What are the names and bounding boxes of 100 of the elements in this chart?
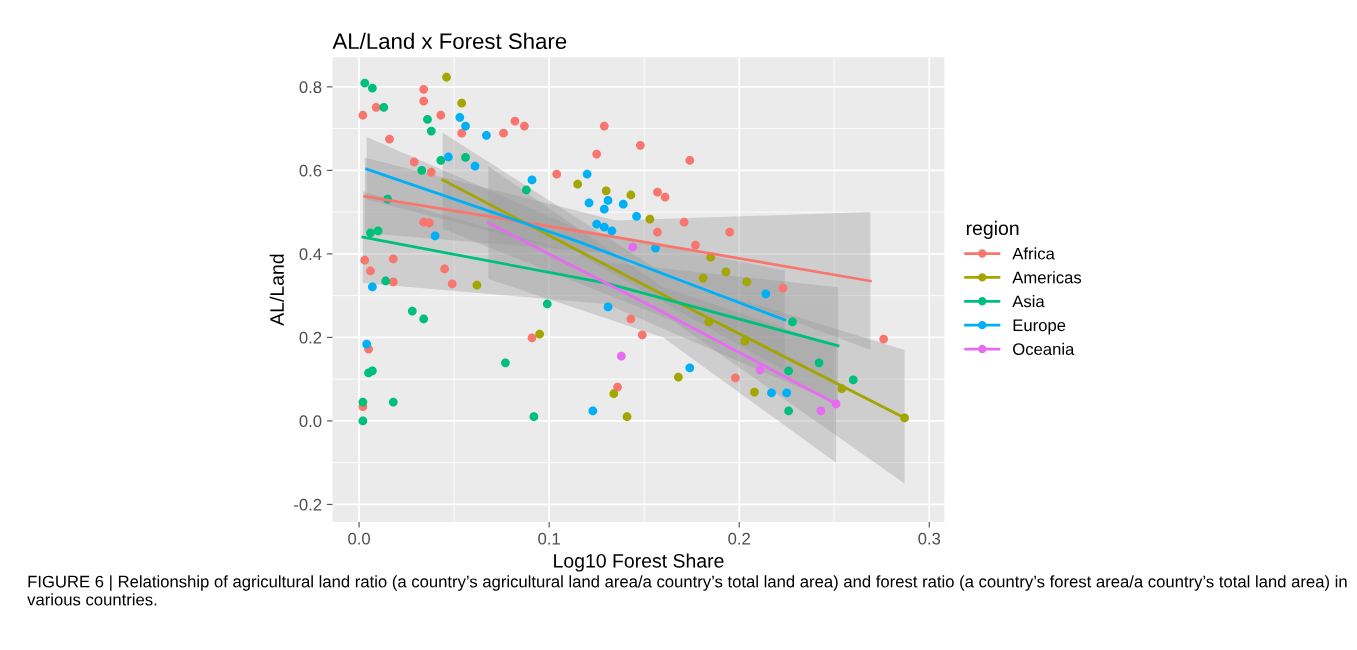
point <box>609 389 619 399</box>
point <box>660 192 670 202</box>
point <box>455 112 465 122</box>
point <box>457 128 467 138</box>
point <box>761 289 771 299</box>
point <box>721 267 731 277</box>
point <box>436 155 446 165</box>
point <box>673 372 683 382</box>
point <box>419 96 429 106</box>
point <box>601 186 611 196</box>
point <box>628 242 638 252</box>
x-tick-label: 0.1 <box>538 532 560 545</box>
x-axis-title: Log10 Forest Share <box>554 553 724 572</box>
point <box>816 406 826 416</box>
point <box>603 196 613 205</box>
point <box>430 231 440 241</box>
point <box>527 175 537 185</box>
point <box>373 226 383 236</box>
point <box>599 121 609 131</box>
point <box>635 140 645 150</box>
point <box>371 102 381 112</box>
point <box>461 121 470 131</box>
point <box>366 228 375 238</box>
point <box>613 382 622 392</box>
point <box>407 306 417 316</box>
point <box>385 134 394 144</box>
point <box>637 330 647 340</box>
point <box>358 397 368 407</box>
point <box>472 280 482 290</box>
point <box>782 388 792 398</box>
point <box>552 169 562 179</box>
point <box>691 240 700 250</box>
point <box>425 218 434 228</box>
point <box>879 334 889 344</box>
point <box>529 412 539 422</box>
point <box>379 102 389 112</box>
y-tick-label: 0.4 <box>299 248 322 261</box>
point <box>444 152 453 162</box>
point <box>750 387 759 397</box>
point <box>599 222 609 232</box>
point <box>653 227 662 237</box>
point <box>419 84 429 94</box>
point <box>632 211 641 221</box>
point <box>388 277 398 287</box>
point <box>616 351 626 361</box>
point <box>482 130 491 140</box>
point <box>698 273 708 283</box>
y-tick-label: -0.2 <box>294 498 322 511</box>
point <box>755 365 765 375</box>
point <box>626 314 636 324</box>
point <box>742 277 752 287</box>
point <box>440 264 449 274</box>
point <box>653 187 662 197</box>
point <box>360 78 370 88</box>
point <box>725 227 735 237</box>
point <box>388 397 398 407</box>
y-axis-title: AL/Land <box>269 254 284 326</box>
point <box>381 276 391 286</box>
point <box>542 299 552 309</box>
point <box>436 110 446 120</box>
point <box>470 161 480 171</box>
point <box>592 149 602 159</box>
point <box>501 358 510 368</box>
legend-label: Oceania <box>1013 342 1075 356</box>
point <box>588 406 598 416</box>
point <box>778 283 788 293</box>
point <box>622 412 632 422</box>
point <box>626 190 636 200</box>
point <box>584 198 594 208</box>
point <box>731 373 740 383</box>
y-tick-label: 0.8 <box>299 81 322 94</box>
y-tick-label: 0.6 <box>299 164 322 177</box>
point <box>521 185 531 195</box>
point <box>426 126 436 136</box>
point <box>784 406 794 416</box>
point <box>685 363 695 373</box>
y-tick-label: 0.0 <box>299 415 322 428</box>
point <box>767 388 776 398</box>
point <box>510 116 520 126</box>
point <box>367 83 377 93</box>
point <box>388 254 398 264</box>
point <box>419 314 429 324</box>
x-tick-label: 0.0 <box>348 532 371 545</box>
point <box>409 157 419 167</box>
point <box>645 214 655 224</box>
legend-title: region <box>966 220 1019 239</box>
legend-label: Africa <box>1012 247 1055 260</box>
point <box>784 366 794 376</box>
point <box>417 165 427 175</box>
legend-label: Asia <box>1012 295 1045 308</box>
point <box>362 339 372 349</box>
chart-title: AL/Land x Forest Share <box>332 32 567 50</box>
point <box>592 219 602 229</box>
point <box>607 226 617 236</box>
point <box>457 98 467 108</box>
point <box>520 121 529 131</box>
point <box>582 169 592 179</box>
point <box>499 128 508 138</box>
point <box>573 179 583 189</box>
point <box>426 167 436 177</box>
